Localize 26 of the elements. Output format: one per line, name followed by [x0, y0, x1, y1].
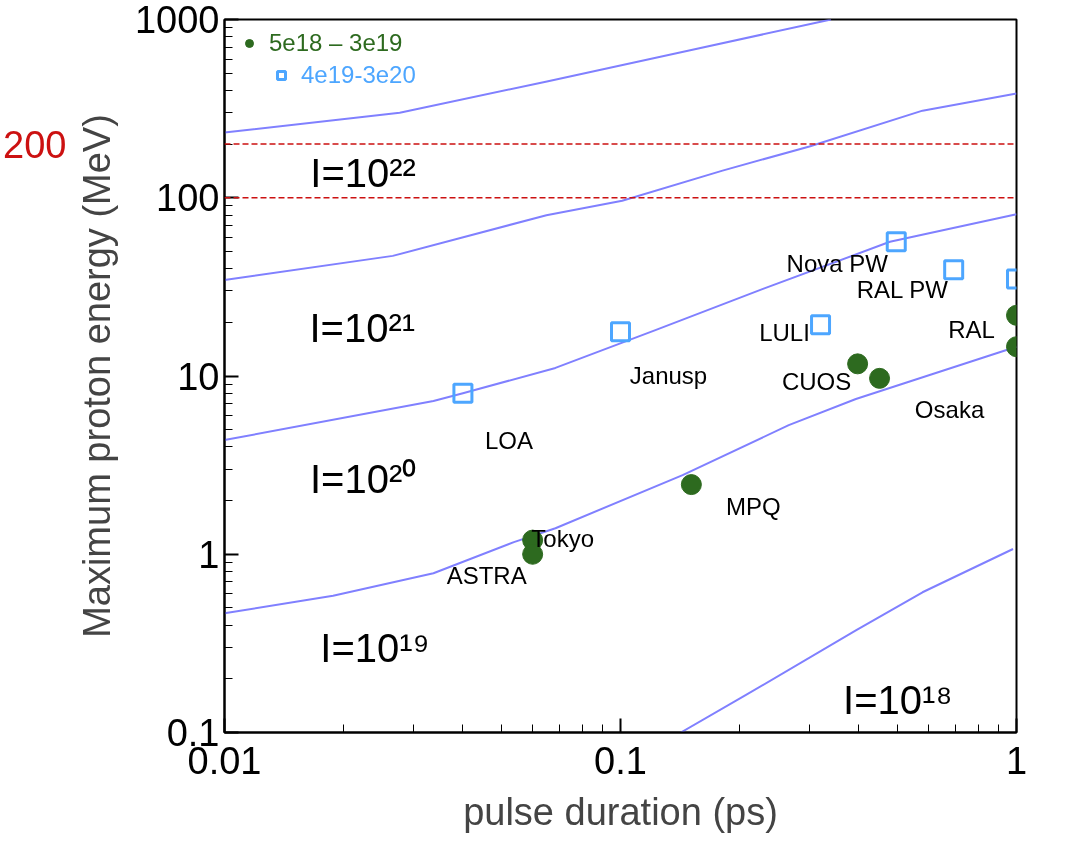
annotation: LULI [759, 319, 810, 347]
y-tick-label: 1000 [134, 0, 220, 41]
legend-label: 5e18 – 3e19 [269, 29, 403, 57]
legend-label: 4e19-3e20 [301, 61, 416, 89]
y-axis-title: Maximum proton energy (MeV) [75, 114, 118, 638]
annotation: I=10²¹ [309, 306, 416, 351]
y-tick-label: 10 [177, 355, 220, 398]
annotation: MPQ [726, 493, 781, 521]
annotation: RAL [948, 315, 995, 343]
annotation: LOA [484, 426, 533, 454]
annotation: I=10²² [310, 150, 416, 195]
ref-line-label: 200 [3, 123, 67, 166]
y-tick-label: 100 [156, 177, 220, 220]
annotation: Osaka [914, 395, 985, 423]
x-tick-label: 1 [1005, 739, 1028, 782]
annotation: ASTRA [446, 561, 527, 589]
annotation: Nova PW [786, 250, 889, 278]
annotation: I=10²⁰ [309, 456, 417, 501]
annotation: RAL PW [856, 276, 949, 304]
annotation: I=10¹⁸ [843, 677, 953, 722]
y-tick-label: 1 [198, 533, 220, 576]
annotation: I=10¹⁹ [320, 625, 430, 670]
x-tick-label: 0.1 [594, 739, 647, 782]
annotation: Janusp [629, 362, 708, 390]
annotation: CUOS [781, 368, 852, 396]
x-axis-title: pulse duration (ps) [463, 790, 778, 833]
